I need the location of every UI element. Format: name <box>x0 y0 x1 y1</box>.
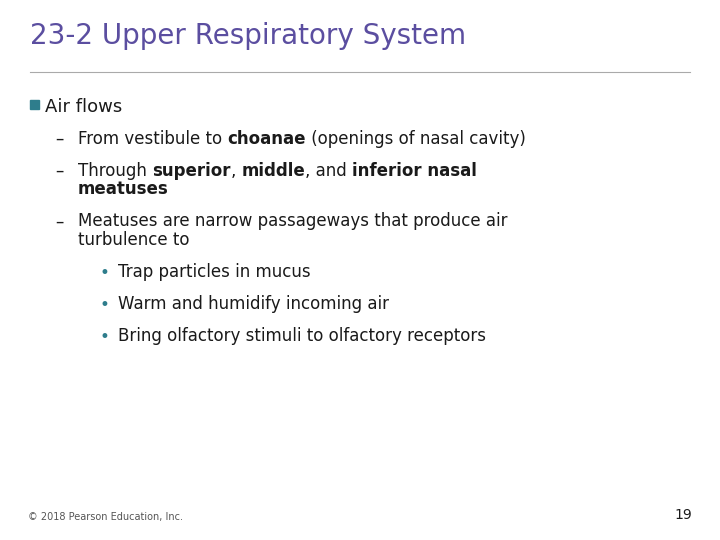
Text: 23-2 Upper Respiratory System: 23-2 Upper Respiratory System <box>30 22 466 50</box>
Text: ,: , <box>230 162 241 180</box>
Text: •: • <box>100 328 110 346</box>
Text: meatuses: meatuses <box>78 180 168 198</box>
Text: turbulence to: turbulence to <box>78 231 189 249</box>
Text: , and: , and <box>305 162 352 180</box>
Text: middle: middle <box>241 162 305 180</box>
Text: Trap particles in mucus: Trap particles in mucus <box>118 263 310 281</box>
Text: From vestibule to: From vestibule to <box>78 130 228 148</box>
Text: Warm and humidify incoming air: Warm and humidify incoming air <box>118 295 389 313</box>
Text: Bring olfactory stimuli to olfactory receptors: Bring olfactory stimuli to olfactory rec… <box>118 327 486 345</box>
Text: (openings of nasal cavity): (openings of nasal cavity) <box>306 130 526 148</box>
Text: –: – <box>55 212 63 230</box>
Text: •: • <box>100 296 110 314</box>
Bar <box>30 100 39 109</box>
Text: choanae: choanae <box>228 130 306 148</box>
Text: •: • <box>100 264 110 282</box>
Text: Through: Through <box>78 162 152 180</box>
Text: Meatuses are narrow passageways that produce air: Meatuses are narrow passageways that pro… <box>78 212 508 230</box>
Text: 19: 19 <box>674 508 692 522</box>
Text: superior: superior <box>152 162 230 180</box>
Text: –: – <box>55 130 63 148</box>
Text: © 2018 Pearson Education, Inc.: © 2018 Pearson Education, Inc. <box>28 512 183 522</box>
Text: inferior nasal: inferior nasal <box>352 162 477 180</box>
Text: –: – <box>55 162 63 180</box>
Text: Air flows: Air flows <box>45 98 122 116</box>
